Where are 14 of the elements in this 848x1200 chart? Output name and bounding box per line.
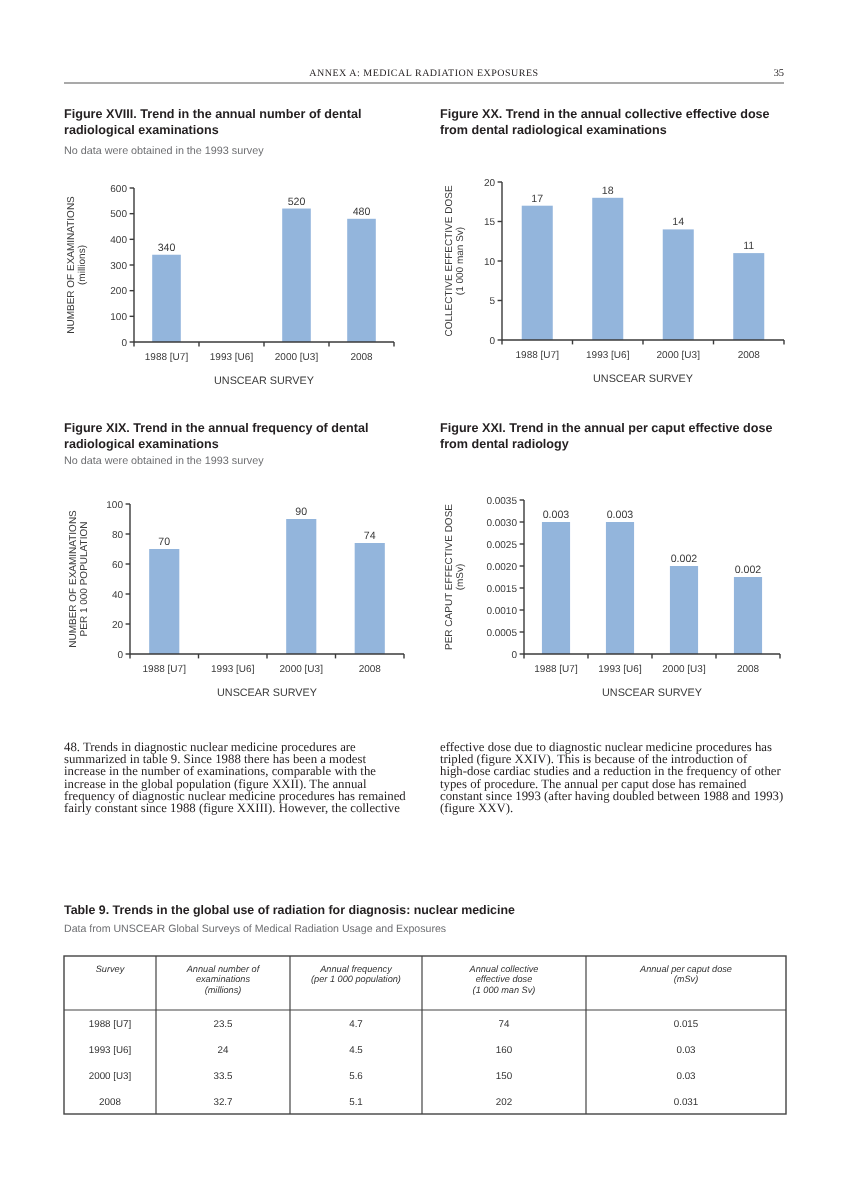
bar (592, 197, 624, 340)
bar (662, 229, 694, 340)
bar (282, 208, 311, 342)
bar (521, 205, 553, 340)
bar (347, 218, 376, 342)
bar (669, 566, 699, 654)
bar (149, 549, 180, 654)
bar (733, 253, 765, 340)
bar (541, 522, 571, 654)
bar (733, 577, 763, 654)
bar (605, 522, 635, 654)
bar (152, 254, 181, 342)
bar (354, 543, 385, 654)
bar (286, 519, 317, 654)
